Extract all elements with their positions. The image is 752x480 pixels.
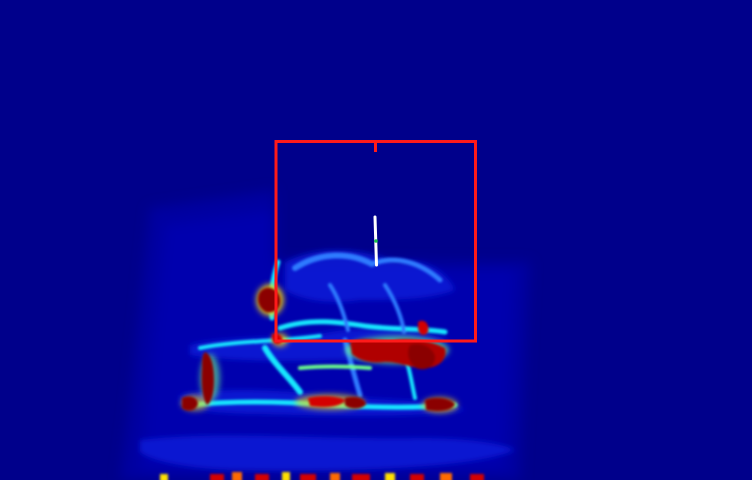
edges-cyan [187, 252, 458, 410]
center-point-dot [374, 239, 378, 243]
bottom-edge-noise [160, 472, 484, 480]
